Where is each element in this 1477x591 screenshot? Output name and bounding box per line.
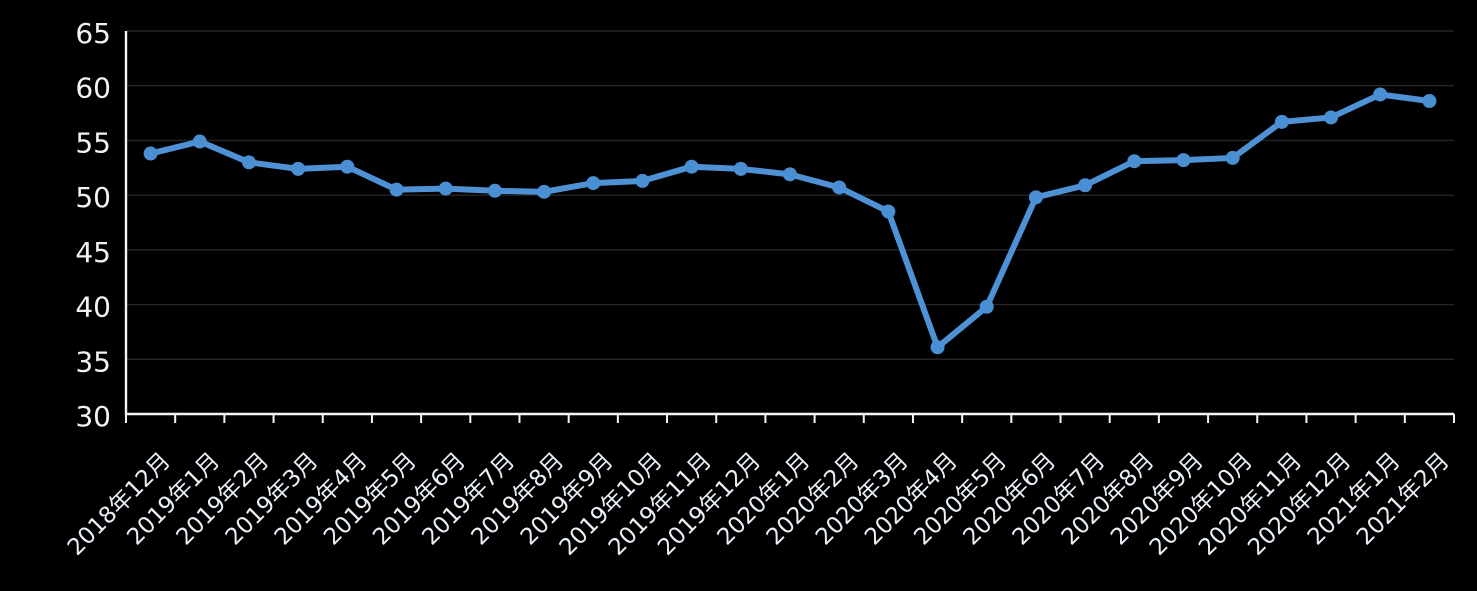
- data-point: [733, 161, 748, 176]
- data-point: [537, 184, 552, 199]
- data-point: [1422, 94, 1437, 109]
- y-axis-label: 60: [75, 72, 111, 105]
- data-point: [143, 146, 158, 161]
- data-point: [1324, 110, 1339, 125]
- y-axis-label: 45: [75, 236, 111, 269]
- data-point: [1127, 154, 1142, 169]
- y-axis-label: 50: [75, 181, 111, 214]
- data-point: [1274, 114, 1289, 129]
- y-axis-label: 35: [75, 345, 111, 378]
- data-point: [340, 159, 355, 174]
- data-point: [881, 204, 896, 219]
- data-point: [979, 299, 994, 314]
- data-point: [389, 182, 404, 197]
- data-point: [586, 176, 601, 191]
- data-point: [192, 134, 207, 149]
- data-point: [1028, 190, 1043, 205]
- y-axis-label: 40: [75, 291, 111, 324]
- data-point: [783, 167, 797, 182]
- data-line: [147, 91, 1433, 351]
- data-point: [1176, 153, 1191, 168]
- data-point: [1078, 178, 1093, 193]
- data-point: [832, 180, 847, 195]
- data-point: [487, 183, 502, 198]
- data-point: [291, 161, 306, 176]
- data-point: [635, 173, 650, 188]
- data-point: [684, 159, 699, 174]
- y-axis-label: 55: [75, 126, 111, 159]
- y-axis-label: 65: [75, 17, 111, 50]
- data-point: [438, 181, 453, 196]
- data-point: [241, 155, 256, 170]
- data-point: [930, 340, 945, 355]
- data-point: [1373, 87, 1388, 102]
- data-point: [1225, 150, 1240, 165]
- y-axis-label: 30: [75, 400, 111, 433]
